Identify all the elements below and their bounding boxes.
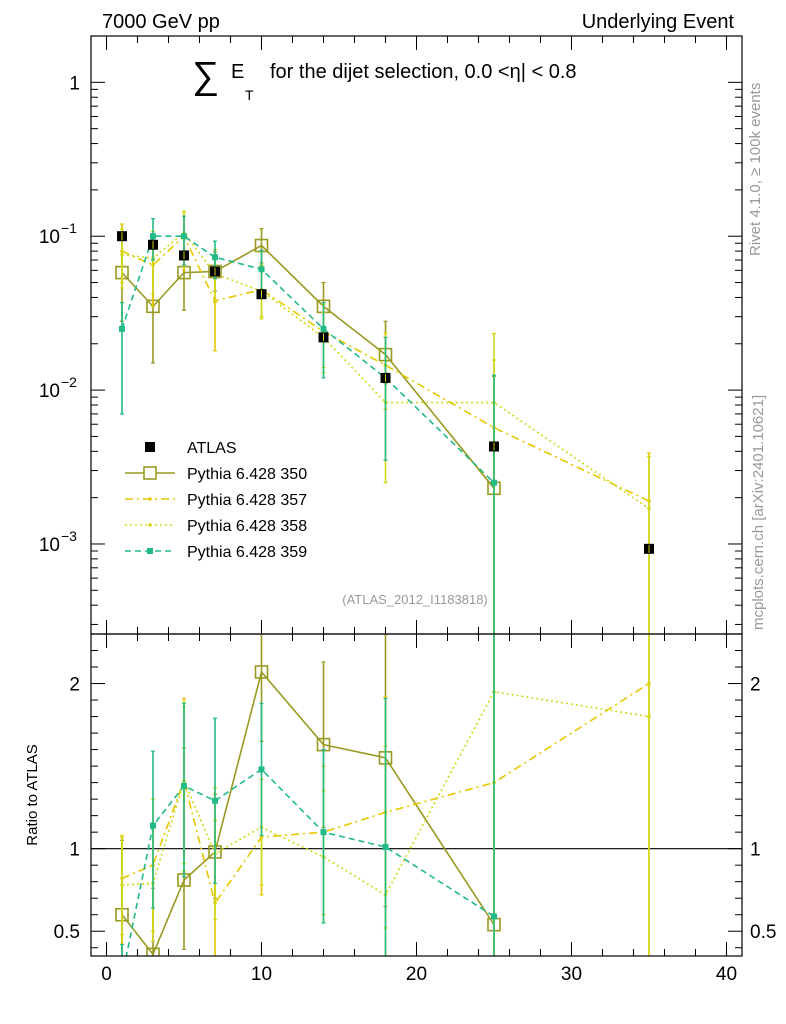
ratio-series-pythia-6-428-359 <box>119 634 497 980</box>
legend-label: Pythia 6.428 358 <box>187 518 307 535</box>
ratio-point <box>647 714 651 719</box>
legend-label: Pythia 6.428 357 <box>187 492 307 509</box>
main-series-line <box>121 235 495 484</box>
ratio-point <box>320 829 327 836</box>
ratio-y-tick-label-left: 0.5 <box>54 922 80 943</box>
main-point <box>212 254 218 261</box>
x-tick-label: 20 <box>406 964 427 985</box>
legend-label: Pythia 6.428 350 <box>187 466 307 483</box>
mcplots-label: mcplots.cern.ch [arXiv:2401.10621] <box>750 395 767 630</box>
x-tick-label: 10 <box>251 964 272 985</box>
main-point <box>181 233 187 240</box>
legend-marker <box>147 548 153 554</box>
main-point <box>150 233 156 240</box>
ratio-series-pythia-6-428-350 <box>115 634 501 956</box>
legend-entry: Pythia 6.428 350 <box>125 466 307 483</box>
header-energy: 7000 GeV pp <box>102 11 220 33</box>
ratio-point <box>382 844 389 851</box>
ratio-y-tick-label-left: 2 <box>69 675 80 696</box>
header-category: Underlying Event <box>582 11 735 33</box>
analysis-id: (ATLAS_2012_I1183818) <box>342 592 488 607</box>
legend-entry: Pythia 6.428 357 <box>125 492 307 509</box>
main-point <box>120 252 124 257</box>
legend-marker <box>143 466 157 480</box>
ratio-point <box>150 822 156 829</box>
main-point <box>647 506 651 511</box>
main-panel: 10 −310 −210 −11 <box>39 35 743 635</box>
ratio-y-tick-label-right: 2 <box>750 675 761 696</box>
main-y-tick-label: 10 <box>39 381 60 402</box>
x-tick-labels: 0 10 20 30 40 <box>101 964 737 985</box>
legend-label: Pythia 6.428 359 <box>187 544 307 561</box>
main-y-tick-label: 10 <box>39 535 60 556</box>
main-point <box>258 266 265 273</box>
legend-marker <box>145 442 155 452</box>
main-series-line <box>121 244 495 489</box>
ratio-point <box>316 737 331 752</box>
title-eta: η <box>510 61 521 83</box>
legend-entry: Pythia 6.428 359 <box>125 544 307 561</box>
main-series-atlas <box>117 231 654 554</box>
ratio-series-line <box>121 670 495 956</box>
ratio-point <box>120 883 124 887</box>
ratio-point <box>181 782 187 789</box>
legend-marker <box>148 523 152 527</box>
ratio-point <box>212 797 218 804</box>
main-y-tick-exponent: −3 <box>61 528 77 544</box>
ratio-y-tick-label-left: 1 <box>69 840 80 861</box>
ratio-point <box>119 974 125 980</box>
rivet-version-label: Rivet 4.1.0, ≥ 100k events <box>747 83 764 256</box>
title-text-before: for the dijet selection, 0.0 < <box>270 61 510 83</box>
main-point <box>119 325 125 332</box>
legend-marker <box>148 497 152 501</box>
title-variable: E <box>231 61 244 83</box>
ratio-panel: 0.5 0.5 1 1 2 2 <box>54 633 776 980</box>
main-y-tick-exponent: −1 <box>61 220 77 236</box>
x-tick-label: 0 <box>101 964 112 985</box>
title-text: for the dijet selection, 0.0 <η| < 0.8 <box>270 61 577 83</box>
main-y-tick-exponent: −2 <box>61 374 77 390</box>
ratio-frame <box>90 633 743 957</box>
main-series-line <box>121 234 650 502</box>
legend-entry: ATLAS <box>145 440 237 457</box>
x-tick-label: 40 <box>716 964 737 985</box>
ratio-y-tick-label-right: 0.5 <box>750 922 776 943</box>
title-sum-symbol: ∑ <box>192 55 219 97</box>
main-series-pythia-6-428-359 <box>119 215 497 634</box>
main-series-pythia-6-428-350 <box>115 228 501 634</box>
main-series-line <box>121 231 650 510</box>
legend-entry: Pythia 6.428 358 <box>125 518 307 535</box>
x-tick-label: 30 <box>561 964 582 985</box>
title-text-after: | < 0.8 <box>521 61 577 83</box>
main-point <box>491 479 497 486</box>
main-y-tick-label: 1 <box>69 73 80 94</box>
ratio-series-line <box>125 768 495 956</box>
ratio-point <box>258 766 265 773</box>
ratio-y-tick-label-right: 1 <box>750 840 761 861</box>
ratio-ylabel: Ratio to ATLAS <box>24 744 41 845</box>
main-point <box>320 325 327 332</box>
ratio-point <box>254 665 269 679</box>
title-subscript: T <box>245 87 254 103</box>
ratio-point <box>491 913 497 920</box>
legend-label: ATLAS <box>187 440 237 457</box>
ratio-point <box>146 947 160 956</box>
main-y-tick-label: 10 <box>39 227 60 248</box>
legend: ATLAS Pythia 6.428 350 Pythia 6.428 357 Pyt… <box>125 440 307 561</box>
chart-title: ∑ E T for the dijet selection, 0.0 <η| <… <box>192 55 577 103</box>
